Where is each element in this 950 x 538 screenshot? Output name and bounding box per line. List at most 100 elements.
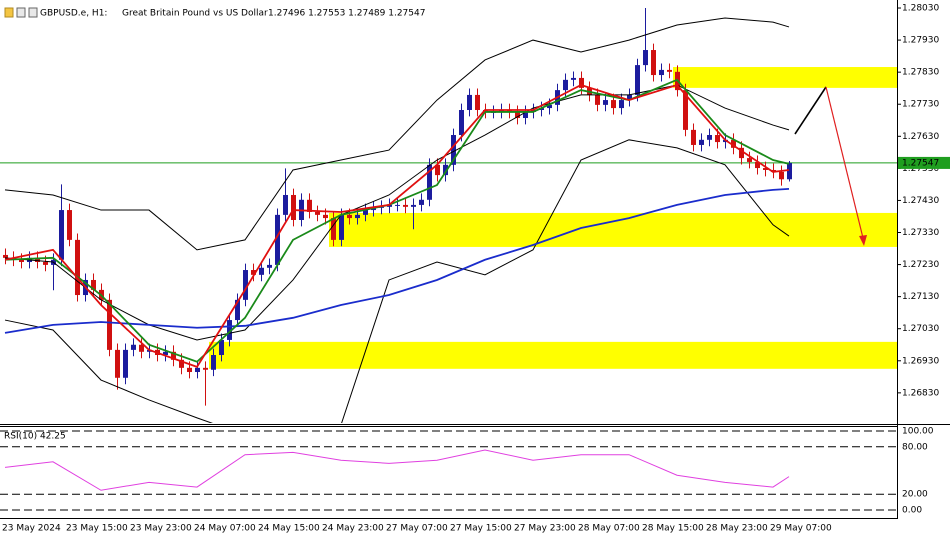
candle-body (171, 351, 176, 360)
candle-body (435, 164, 440, 176)
candle-body (611, 100, 616, 109)
projection-arrow (825, 86, 864, 239)
candle-body (763, 168, 768, 170)
candle-body (243, 270, 248, 300)
candle-body (91, 279, 96, 290)
candle-body (339, 214, 344, 240)
indicator-line (4, 17, 790, 251)
x-tick-label: 28 May 15:00 (642, 524, 704, 534)
chart-subtitle: Great Britain Pound vs US Dollar (122, 9, 268, 19)
x-tick-label: 24 May 23:00 (322, 524, 384, 534)
candle-body (275, 214, 280, 265)
candle-body (715, 135, 720, 143)
candle-body (451, 135, 456, 165)
candle-body (651, 50, 656, 76)
indicator-line (4, 187, 790, 334)
candle-body (483, 109, 488, 112)
rsi-label: RSI(10) 42.25 (4, 432, 66, 442)
y-tick-label: 1.27730 (902, 100, 939, 110)
candle-body (459, 109, 464, 136)
candle-body (403, 204, 408, 207)
candle-body (427, 164, 432, 200)
candle-body (107, 299, 112, 350)
candle-body (515, 111, 520, 119)
y-tick-label: 1.27630 (902, 132, 939, 142)
candle-body (691, 129, 696, 145)
candle-body (635, 65, 640, 95)
y-tick-label: 1.27030 (902, 324, 939, 334)
candle-body (659, 69, 664, 76)
candle-body (755, 161, 760, 169)
x-tick-label: 28 May 07:00 (578, 524, 640, 534)
rsi-tick-label: 100.00 (902, 426, 934, 436)
y-tick-label: 1.26830 (902, 388, 939, 398)
candle-body (395, 204, 400, 206)
candle-body (187, 367, 192, 373)
icon (16, 7, 26, 18)
y-tick-label: 1.28030 (902, 4, 939, 14)
x-tick-label: 23 May 2024 (2, 524, 61, 534)
indicator-line (4, 78, 790, 363)
y-tick-label: 1.26930 (902, 356, 939, 366)
candle-body (347, 214, 352, 219)
rsi-panel (4, 449, 790, 491)
candle-body (571, 77, 576, 80)
x-tick-label: 27 May 23:00 (514, 524, 576, 534)
candle-body (123, 349, 128, 378)
candle-body (731, 139, 736, 148)
x-tick-label: 29 May 07:00 (770, 524, 832, 534)
candle-body (323, 214, 328, 219)
candle-body (283, 194, 288, 215)
candle-body (355, 214, 360, 219)
candle-body (699, 139, 704, 145)
x-tick-label: 27 May 15:00 (450, 524, 512, 534)
candle-body (387, 204, 392, 207)
candle-body (131, 344, 136, 350)
candle-body (643, 50, 648, 66)
candle-body (595, 94, 600, 105)
candle-body (363, 210, 368, 215)
y-tick-label: 1.27430 (902, 196, 939, 206)
price-panel (0, 8, 897, 423)
candle-body (523, 111, 528, 119)
y-tick-label: 1.27230 (902, 260, 939, 270)
candle-body (75, 239, 80, 296)
zone (209, 341, 897, 369)
icon (4, 7, 14, 18)
candle-body (547, 104, 552, 109)
x-tick-label: 28 May 23:00 (706, 524, 768, 534)
candle-body (251, 270, 256, 275)
candle-body (195, 367, 200, 373)
candle-body (139, 344, 144, 352)
candle-body (787, 162, 792, 180)
candle-body (3, 254, 8, 258)
candle-body (259, 267, 264, 275)
candle-body (219, 339, 224, 356)
candle-body (467, 94, 472, 110)
y-tick-label: 1.27830 (902, 68, 939, 78)
candle-body (315, 211, 320, 215)
candle-body (35, 257, 40, 263)
last-price-label: 1.27547 (902, 158, 939, 168)
candle-body (307, 199, 312, 212)
x-tick-label: 23 May 15:00 (66, 524, 128, 534)
candle-body (179, 359, 184, 368)
candle-body (43, 262, 48, 265)
candle-body (747, 158, 752, 162)
candle-body (331, 218, 336, 240)
candle-body (419, 199, 424, 205)
candle-body (227, 320, 232, 340)
candle-body (115, 349, 120, 378)
candle-body (683, 90, 688, 130)
rsi-line (4, 449, 790, 491)
candle-body (563, 79, 568, 91)
candle-body (739, 147, 744, 159)
candle-body (667, 69, 672, 72)
x-tick-label: 24 May 15:00 (258, 524, 320, 534)
candle-body (235, 299, 240, 321)
rsi-tick-label: 20.00 (902, 490, 928, 500)
candle-body (499, 109, 504, 112)
